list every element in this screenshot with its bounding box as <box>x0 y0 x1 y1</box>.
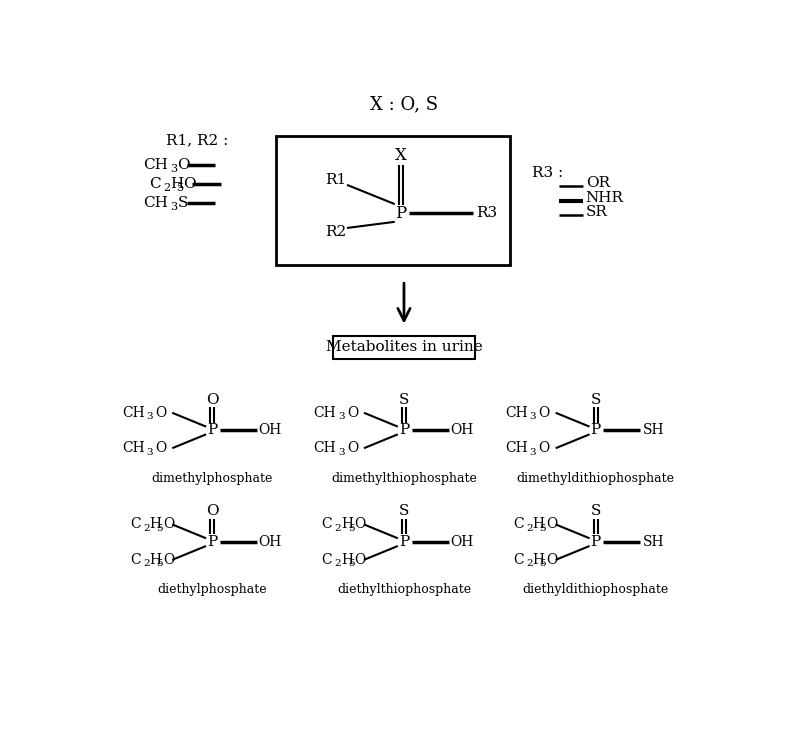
Text: 5: 5 <box>348 559 354 568</box>
Text: 3: 3 <box>529 412 536 421</box>
Text: 3: 3 <box>146 412 152 421</box>
Text: O: O <box>163 553 174 567</box>
Text: H: H <box>341 553 353 567</box>
Text: 3: 3 <box>529 447 536 457</box>
Text: P: P <box>208 535 218 549</box>
Text: O: O <box>206 392 219 407</box>
Text: O: O <box>206 504 219 518</box>
Text: P: P <box>395 205 406 222</box>
Text: O: O <box>163 518 174 531</box>
Text: 3: 3 <box>170 164 177 173</box>
Text: 2: 2 <box>526 559 533 568</box>
Text: 3: 3 <box>338 412 344 421</box>
Text: C: C <box>149 177 161 191</box>
Text: dimethylphosphate: dimethylphosphate <box>151 471 273 485</box>
Text: 2: 2 <box>526 524 533 533</box>
Text: 5: 5 <box>156 524 163 533</box>
Text: 3: 3 <box>170 202 177 212</box>
Text: diethyldithiophosphate: diethyldithiophosphate <box>522 583 669 597</box>
Text: P: P <box>208 424 218 438</box>
Text: 5: 5 <box>156 559 163 568</box>
Text: OH: OH <box>450 424 473 438</box>
Text: O: O <box>539 406 550 419</box>
Text: SR: SR <box>585 205 608 219</box>
Text: O: O <box>178 158 190 172</box>
Text: S: S <box>398 392 409 407</box>
Text: diethylthiophosphate: diethylthiophosphate <box>337 583 471 597</box>
Text: H: H <box>341 518 353 531</box>
Text: O: O <box>355 518 366 531</box>
Text: H: H <box>533 553 544 567</box>
Text: R2: R2 <box>326 225 347 239</box>
Bar <box>333 336 475 359</box>
Text: R1, R2 :: R1, R2 : <box>166 133 229 147</box>
Text: S: S <box>590 392 601 407</box>
Text: 3: 3 <box>146 447 152 457</box>
Text: CH: CH <box>122 406 144 419</box>
Text: O: O <box>547 553 558 567</box>
Text: 2: 2 <box>143 559 150 568</box>
Text: P: P <box>591 535 601 549</box>
Text: OH: OH <box>258 535 282 549</box>
Text: 5: 5 <box>540 524 546 533</box>
Text: H: H <box>149 553 161 567</box>
Text: P: P <box>591 424 601 438</box>
Text: X: X <box>395 147 407 164</box>
Text: S: S <box>178 196 188 210</box>
Text: O: O <box>183 177 196 191</box>
Text: CH: CH <box>313 441 336 455</box>
Text: OH: OH <box>450 535 473 549</box>
Text: CH: CH <box>505 441 528 455</box>
Text: C: C <box>130 518 140 531</box>
Text: CH: CH <box>144 158 168 172</box>
Text: C: C <box>130 553 140 567</box>
Text: P: P <box>399 424 409 438</box>
Text: C: C <box>514 553 524 567</box>
Text: H: H <box>533 518 544 531</box>
Text: S: S <box>590 504 601 518</box>
Text: OR: OR <box>585 176 610 190</box>
Text: CH: CH <box>144 196 168 210</box>
Text: R1: R1 <box>326 173 347 187</box>
Text: O: O <box>539 441 550 455</box>
Text: O: O <box>347 441 358 455</box>
Text: O: O <box>355 553 366 567</box>
Text: O: O <box>155 406 166 419</box>
Text: 3: 3 <box>338 447 344 457</box>
Text: R3 :: R3 : <box>532 165 563 179</box>
Text: OH: OH <box>258 424 282 438</box>
Text: diethylphosphate: diethylphosphate <box>158 583 267 597</box>
Text: CH: CH <box>122 441 144 455</box>
Text: 5: 5 <box>177 183 184 193</box>
Text: SH: SH <box>643 535 664 549</box>
Text: CH: CH <box>313 406 336 419</box>
Text: O: O <box>547 518 558 531</box>
Text: P: P <box>399 535 409 549</box>
Text: SH: SH <box>643 424 664 438</box>
Text: 2: 2 <box>164 183 171 193</box>
Text: NHR: NHR <box>585 191 623 205</box>
Text: R3: R3 <box>477 206 498 220</box>
Text: O: O <box>155 441 166 455</box>
Text: CH: CH <box>505 406 528 419</box>
Text: H: H <box>149 518 161 531</box>
Text: C: C <box>514 518 524 531</box>
Bar <box>276 135 510 265</box>
Text: C: C <box>322 518 332 531</box>
Text: dimethylthiophosphate: dimethylthiophosphate <box>331 471 477 485</box>
Text: C: C <box>322 553 332 567</box>
Text: H: H <box>170 177 183 191</box>
Text: 2: 2 <box>335 559 342 568</box>
Text: X : O, S: X : O, S <box>370 96 438 113</box>
Text: 2: 2 <box>143 524 150 533</box>
Text: 2: 2 <box>335 524 342 533</box>
Text: 5: 5 <box>348 524 354 533</box>
Text: Metabolites in urine: Metabolites in urine <box>326 340 482 354</box>
Text: 5: 5 <box>540 559 546 568</box>
Text: O: O <box>347 406 358 419</box>
Text: dimethyldithiophosphate: dimethyldithiophosphate <box>517 471 675 485</box>
Text: S: S <box>398 504 409 518</box>
